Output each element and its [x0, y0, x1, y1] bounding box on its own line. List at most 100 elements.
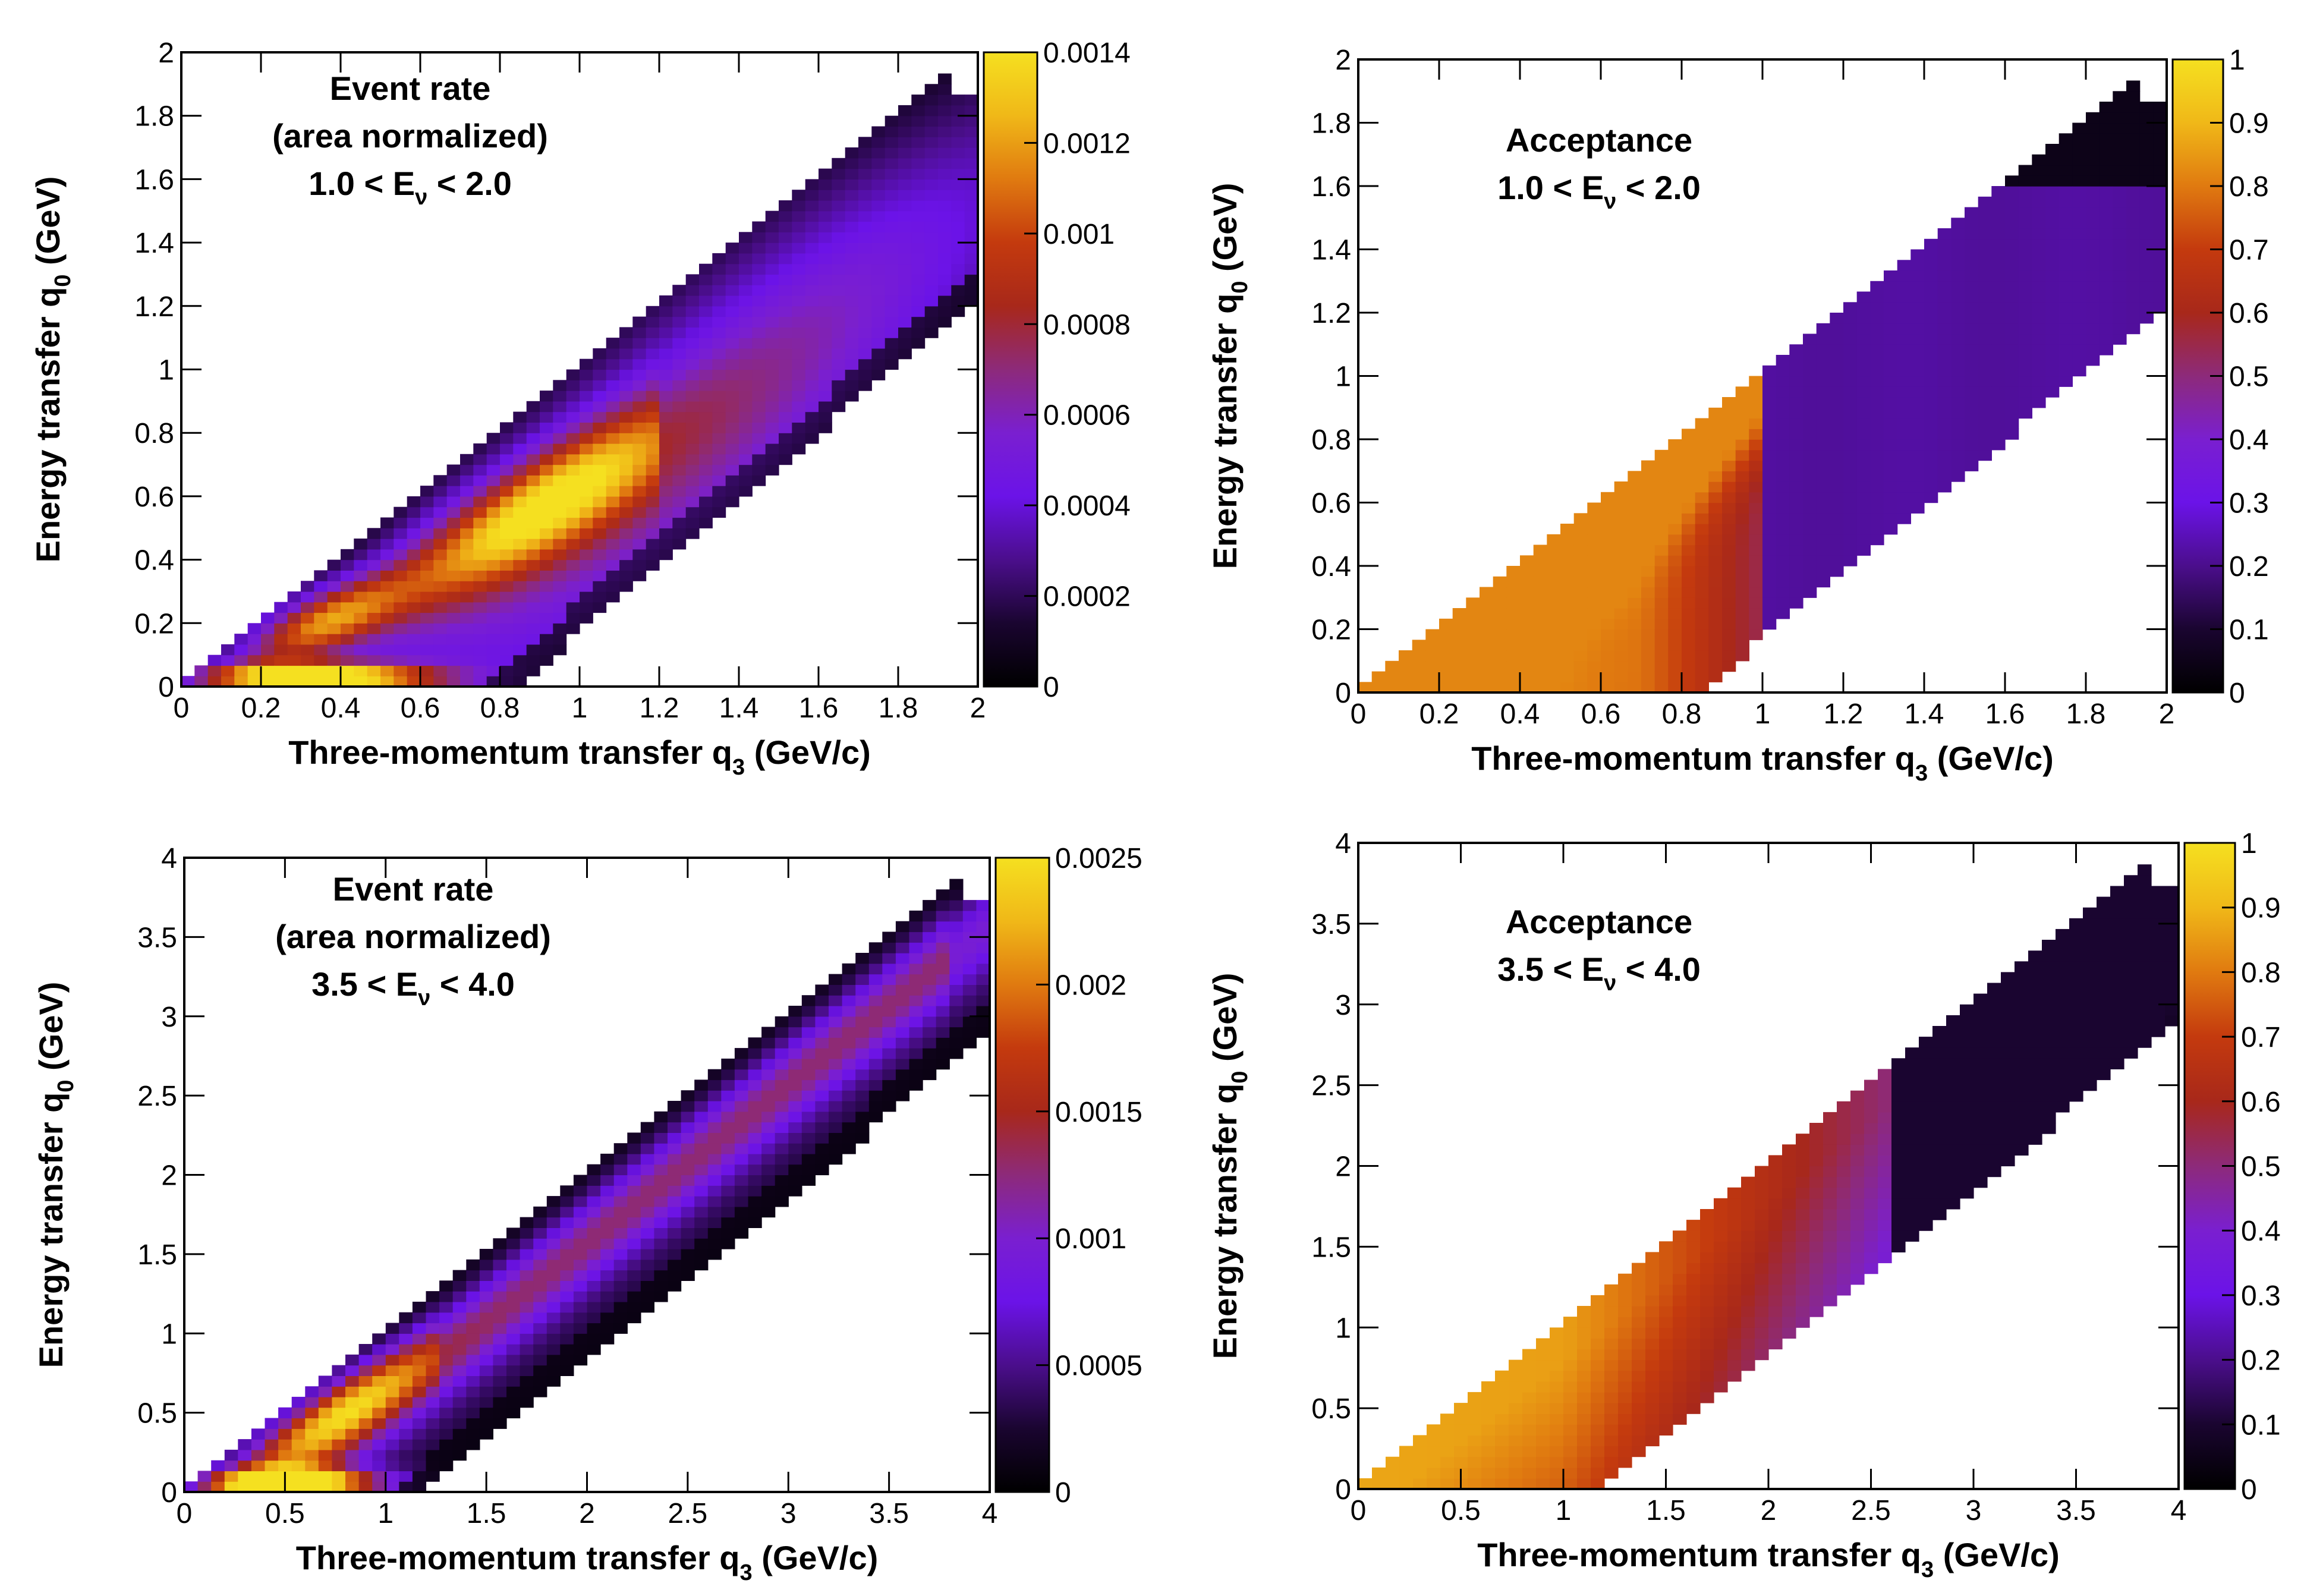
heatmap-cell — [1755, 1306, 1769, 1317]
heatmap-cell — [433, 486, 448, 497]
heatmap-cell — [1708, 502, 1723, 514]
heatmap-cell — [1412, 671, 1426, 682]
heatmap-cell — [1506, 671, 1521, 682]
heatmap-cell — [640, 1280, 654, 1292]
heatmap-cell — [923, 1069, 937, 1081]
colorbar-tick-label: 1 — [2241, 828, 2257, 860]
heatmap-cell — [486, 496, 501, 508]
heatmap-cell — [1919, 1134, 1933, 1145]
heatmap-cell — [479, 1354, 493, 1366]
heatmap-cell — [446, 506, 461, 518]
heatmap-cell — [593, 486, 607, 497]
heatmap-cell — [2069, 993, 2083, 1005]
heatmap-cell — [923, 984, 937, 996]
heatmap-cell — [466, 1259, 480, 1271]
heatmap-cell — [1878, 1252, 1892, 1264]
heatmap-cell — [553, 559, 567, 571]
heatmap-cell — [1520, 587, 1534, 598]
heatmap-cell — [725, 243, 739, 254]
heatmap-cell — [699, 274, 713, 285]
heatmap-cell — [1520, 576, 1534, 588]
heatmap-cell — [1878, 1144, 1892, 1156]
heatmap-cell — [412, 1312, 427, 1324]
heatmap-cell — [1960, 1123, 1974, 1134]
heatmap-cell — [1495, 1424, 1509, 1436]
heatmap-cell — [367, 623, 381, 634]
heatmap-cell — [1466, 640, 1480, 651]
heatmap-cell — [868, 1111, 883, 1123]
heatmap-cell — [672, 433, 687, 444]
heatmap-cell — [2165, 1004, 2179, 1016]
heatmap-cell — [1837, 1252, 1851, 1264]
heatmap-cell — [712, 358, 726, 370]
heatmap-cell — [815, 1037, 829, 1049]
heatmap-cell — [627, 1164, 641, 1176]
heatmap-cell — [2069, 983, 2083, 994]
heatmap-cell — [1560, 576, 1575, 588]
heatmap-cell — [1604, 1403, 1619, 1414]
heatmap-cell — [871, 210, 886, 222]
heatmap-cell — [2124, 1047, 2138, 1059]
heatmap-cell — [234, 654, 248, 666]
heatmap-cell — [426, 1449, 440, 1461]
heatmap-cell — [520, 1312, 534, 1324]
heatmap-cell — [788, 1175, 802, 1186]
heatmap-cell — [1910, 481, 1925, 493]
heatmap-cell — [924, 115, 939, 127]
heatmap-cell — [1427, 1467, 1441, 1479]
heatmap-cell — [685, 496, 700, 508]
heatmap-cell — [1358, 682, 1373, 693]
heatmap-cell — [829, 1090, 843, 1101]
heatmap-cell — [1782, 1187, 1796, 1199]
heatmap-cell — [493, 1291, 507, 1302]
heatmap-cell — [949, 1016, 964, 1028]
panel-bottom-right: 0 0.5 1 1.5 2 2.5 3 3.5 400.511.522.533.54Three-… — [1206, 828, 2281, 1582]
heatmap-cell — [721, 1143, 735, 1154]
heatmap-cell — [354, 654, 368, 666]
heatmap-cell — [659, 295, 673, 307]
heatmap-cell — [962, 900, 977, 911]
heatmap-cell — [486, 676, 501, 687]
heatmap-cell — [500, 644, 514, 656]
heatmap-cell — [412, 1460, 427, 1472]
heatmap-cell — [1563, 1414, 1578, 1425]
heatmap-cell — [407, 549, 421, 561]
heatmap-cell — [1659, 1263, 1673, 1274]
heatmap-cell — [1762, 513, 1777, 524]
heatmap-cell — [265, 1439, 279, 1450]
heatmap-cell — [301, 676, 314, 687]
heatmap-cell — [619, 422, 633, 433]
heatmap-cell — [1495, 1403, 1509, 1414]
heatmap-cell — [1550, 1424, 1564, 1436]
heatmap-cell — [681, 1153, 695, 1165]
heatmap-cell — [871, 200, 886, 212]
heatmap-cell — [712, 263, 726, 275]
heatmap-cell — [1776, 555, 1790, 566]
heatmap-cell — [1816, 460, 1830, 471]
heatmap-cell — [1727, 1230, 1742, 1242]
heatmap-cell — [1686, 1263, 1701, 1274]
heatmap-cell — [1796, 1209, 1810, 1220]
heatmap-cell — [2042, 1058, 2056, 1069]
heatmap-cell — [1628, 640, 1642, 651]
heatmap-cell — [452, 1407, 467, 1419]
heatmap-cell — [274, 634, 288, 645]
heatmap-cell — [1932, 1209, 1947, 1220]
heatmap-cell — [553, 644, 567, 656]
heatmap-cell — [1735, 629, 1749, 640]
heatmap-cell — [1563, 1467, 1578, 1479]
heatmap-cell — [951, 126, 965, 137]
heatmap-cell — [540, 464, 553, 476]
heatmap-cell — [699, 263, 713, 275]
heatmap-cell — [951, 285, 965, 296]
heatmap-cell — [345, 1428, 360, 1440]
heatmap-cell — [1884, 386, 1898, 398]
heatmap-cell — [2056, 1004, 2070, 1016]
heatmap-cell — [962, 921, 977, 933]
heatmap-cell — [380, 665, 394, 676]
heatmap-cell — [305, 1460, 319, 1472]
heatmap-cell — [699, 486, 713, 497]
heatmap-cell — [533, 1365, 547, 1376]
heatmap-cell — [433, 644, 448, 656]
heatmap-cell — [1776, 449, 1790, 461]
